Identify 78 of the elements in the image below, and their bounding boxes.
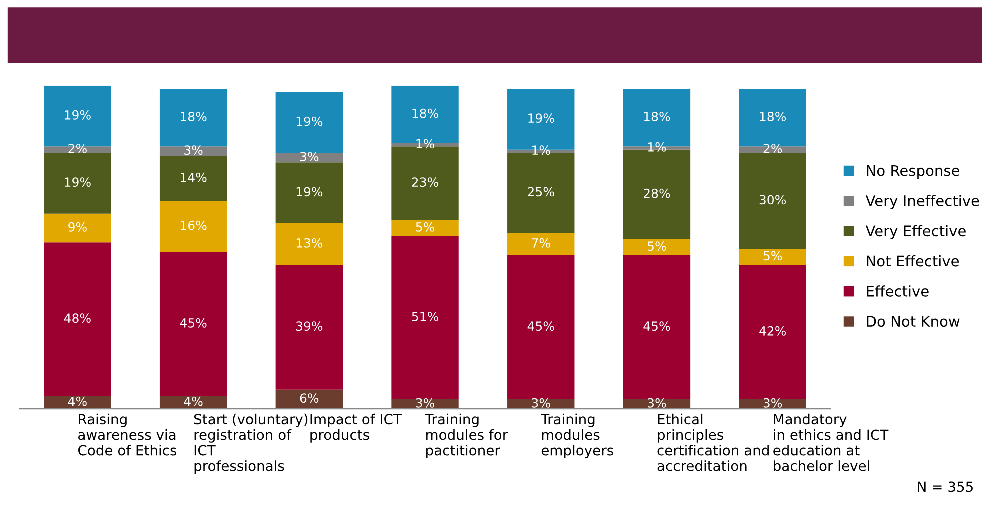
bar <box>160 89 228 147</box>
bar <box>508 233 575 256</box>
data-label: 9% <box>68 222 87 232</box>
data-label: 45% <box>180 318 207 328</box>
legend-label: Very Effective <box>866 225 966 240</box>
x-tick-label: Ethical principles certification and accreditation <box>658 414 769 472</box>
data-label: 18% <box>181 112 207 122</box>
bar <box>44 153 112 214</box>
bar <box>276 153 344 163</box>
legend-label: Effective <box>867 286 929 297</box>
bar <box>739 249 806 266</box>
data-label: 5% <box>764 251 782 261</box>
bar <box>623 239 691 256</box>
data-label: 6% <box>300 394 319 404</box>
data-label: 3% <box>764 398 782 408</box>
x-tick-label: Mandatory in ethics and ICT education at bachelor level <box>774 414 889 472</box>
data-label: 5% <box>416 222 434 232</box>
bar <box>276 162 344 224</box>
data-label: 42% <box>760 326 786 336</box>
data-label: 28% <box>644 188 670 198</box>
bar <box>44 214 112 243</box>
data-label: 5% <box>648 242 666 252</box>
bar <box>276 223 344 266</box>
data-label: 2% <box>68 144 87 154</box>
data-label: 18% <box>644 112 670 122</box>
x-tick-label: Start (voluntary) registration of ICT professionals <box>194 414 308 474</box>
bar <box>276 265 344 390</box>
legend-label: Not Effective <box>867 255 960 267</box>
data-label: 13% <box>296 238 323 248</box>
data-label: 19% <box>528 114 554 124</box>
bar <box>276 390 344 410</box>
data-label: 45% <box>528 322 554 332</box>
bar <box>739 265 806 400</box>
data-label: 14% <box>181 172 207 182</box>
bar <box>160 396 228 410</box>
x-tick-label: Training modules employers <box>541 414 614 458</box>
bar <box>44 242 112 396</box>
data-label: 3% <box>300 152 319 162</box>
bar <box>160 252 228 396</box>
data-label: 48% <box>64 314 91 324</box>
data-label: 3% <box>648 398 666 408</box>
data-label: 39% <box>296 322 323 332</box>
bar <box>392 236 459 400</box>
data-label: 25% <box>528 187 554 197</box>
bar <box>276 92 344 154</box>
bar <box>392 220 459 236</box>
x-tick-label: Impact of ICT products <box>310 414 402 443</box>
data-label: 18% <box>760 112 786 122</box>
data-label: 19% <box>296 116 323 126</box>
bar <box>160 156 228 202</box>
data-label: 51% <box>412 312 438 322</box>
data-label: 7% <box>532 238 550 248</box>
data-label: 23% <box>412 178 438 188</box>
data-label: 16% <box>181 220 207 230</box>
legend-label: Do Not Know <box>867 316 960 328</box>
legend-label: No Response <box>867 165 960 180</box>
data-label: 3% <box>184 146 203 156</box>
x-tick-label: Raising awareness via Code of Ethics <box>78 414 177 456</box>
data-label: 19% <box>65 110 91 120</box>
data-label: 4% <box>184 396 203 406</box>
data-label: 30% <box>760 195 786 205</box>
data-label: 18% <box>412 108 438 118</box>
data-label: 2% <box>764 144 782 154</box>
x-tick-label: Training modules for pactitioner <box>425 414 508 458</box>
bar <box>623 255 691 400</box>
bar <box>508 255 575 400</box>
bar <box>160 146 228 156</box>
data-label: 19% <box>65 178 91 188</box>
data-label: 19% <box>296 187 323 197</box>
bar <box>44 396 112 410</box>
text: N = 355 <box>918 482 973 492</box>
data-label: 3% <box>532 398 550 408</box>
bar <box>160 201 228 252</box>
legend-label: Very Ineffective <box>866 195 980 210</box>
data-label: 4% <box>68 396 87 406</box>
data-label: 45% <box>644 322 670 332</box>
data-label: 3% <box>416 398 434 408</box>
bar <box>739 153 806 250</box>
